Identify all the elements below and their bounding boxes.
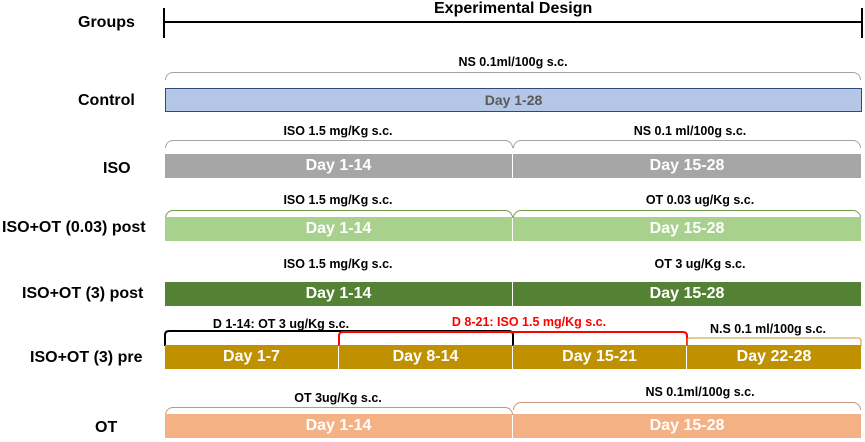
- iso-ot3pre-bar-2-label: Day 8-14: [392, 348, 459, 365]
- iso-ot003-bar-1: Day 1-14: [165, 217, 512, 241]
- iso-ot3pre-bar-2: Day 8-14: [339, 345, 512, 369]
- iso-ot3pre-note-ns: N.S 0.1 ml/100g s.c.: [709, 322, 827, 336]
- iso-ot003-bar-2-label: Day 15-28: [649, 220, 725, 237]
- iso-ot003-bar-2: Day 15-28: [513, 217, 861, 241]
- group-label-iso-ot003-post: ISO+OT (0.03) post: [2, 219, 146, 236]
- iso-bar-2: Day 15-28: [513, 154, 861, 178]
- iso-bar-1: Day 1-14: [165, 154, 512, 178]
- experimental-design-header: Experimental Design: [434, 0, 593, 17]
- iso-ot3post-note-2: OT 3 ug/Kg s.c.: [654, 257, 746, 271]
- group-label-iso-ot3-pre: ISO+OT (3) pre: [30, 349, 143, 366]
- iso-ot3pre-bar-4: Day 22-28: [687, 345, 861, 369]
- iso-ot3pre-bar-3: Day 15-21: [513, 345, 686, 369]
- iso-ot3pre-bar-3-label: Day 15-21: [562, 348, 637, 365]
- iso-ot3pre-note-ot: D 1-14: OT 3 ug/Kg s.c.: [212, 317, 350, 331]
- iso-ot003-bar-1-label: Day 1-14: [305, 220, 372, 237]
- groups-header: Groups: [78, 14, 135, 31]
- iso-bar-1-label: Day 1-14: [305, 157, 372, 174]
- ot-bar-2: Day 15-28: [513, 414, 861, 438]
- group-label-ot: OT: [95, 419, 118, 436]
- group-label-iso-ot3-post: ISO+OT (3) post: [22, 285, 144, 302]
- iso-note-1: ISO 1.5 mg/Kg s.c.: [283, 124, 393, 138]
- ot-brace-2: [513, 402, 861, 410]
- iso-ot3pre-bar-4-label: Day 22-28: [736, 348, 812, 365]
- iso-ot3pre-bar-1-label: Day 1-7: [223, 348, 280, 365]
- iso-ot3pre-note-iso: D 8-21: ISO 1.5 mg/Kg s.c.: [451, 315, 607, 329]
- iso-ot003-note-2: OT 0.03 ug/Kg s.c.: [645, 193, 755, 207]
- control-note: NS 0.1ml/100g s.c.: [458, 55, 568, 69]
- ot-bar-1: Day 1-14: [165, 414, 512, 438]
- iso-ot3pre-bar-1: Day 1-7: [165, 345, 338, 369]
- ot-note-1: OT 3ug/Kg s.c.: [294, 391, 382, 405]
- control-bar-label: Day 1-28: [484, 92, 543, 108]
- group-label-control: Control: [78, 92, 135, 109]
- group-label-iso: ISO: [103, 160, 131, 177]
- ot-bar-2-label: Day 15-28: [649, 417, 725, 434]
- ot-bar-1-label: Day 1-14: [305, 417, 372, 434]
- iso-ot003-note-1: ISO 1.5 mg/Kg s.c.: [283, 193, 393, 207]
- iso-ot3post-bar-1: Day 1-14: [165, 282, 512, 306]
- control-bar: Day 1-28: [165, 88, 862, 112]
- iso-ot3post-bar-1-label: Day 1-14: [305, 285, 372, 302]
- iso-note-2: NS 0.1 ml/100g s.c.: [633, 124, 747, 138]
- iso-ot3post-bar-2: Day 15-28: [513, 282, 861, 306]
- iso-ot3post-bar-2-label: Day 15-28: [649, 285, 725, 302]
- iso-ot3post-note-1: ISO 1.5 mg/Kg s.c.: [283, 257, 393, 271]
- iso-bar-2-label: Day 15-28: [649, 157, 725, 174]
- ot-note-2: NS 0.1ml/100g s.c.: [645, 385, 755, 399]
